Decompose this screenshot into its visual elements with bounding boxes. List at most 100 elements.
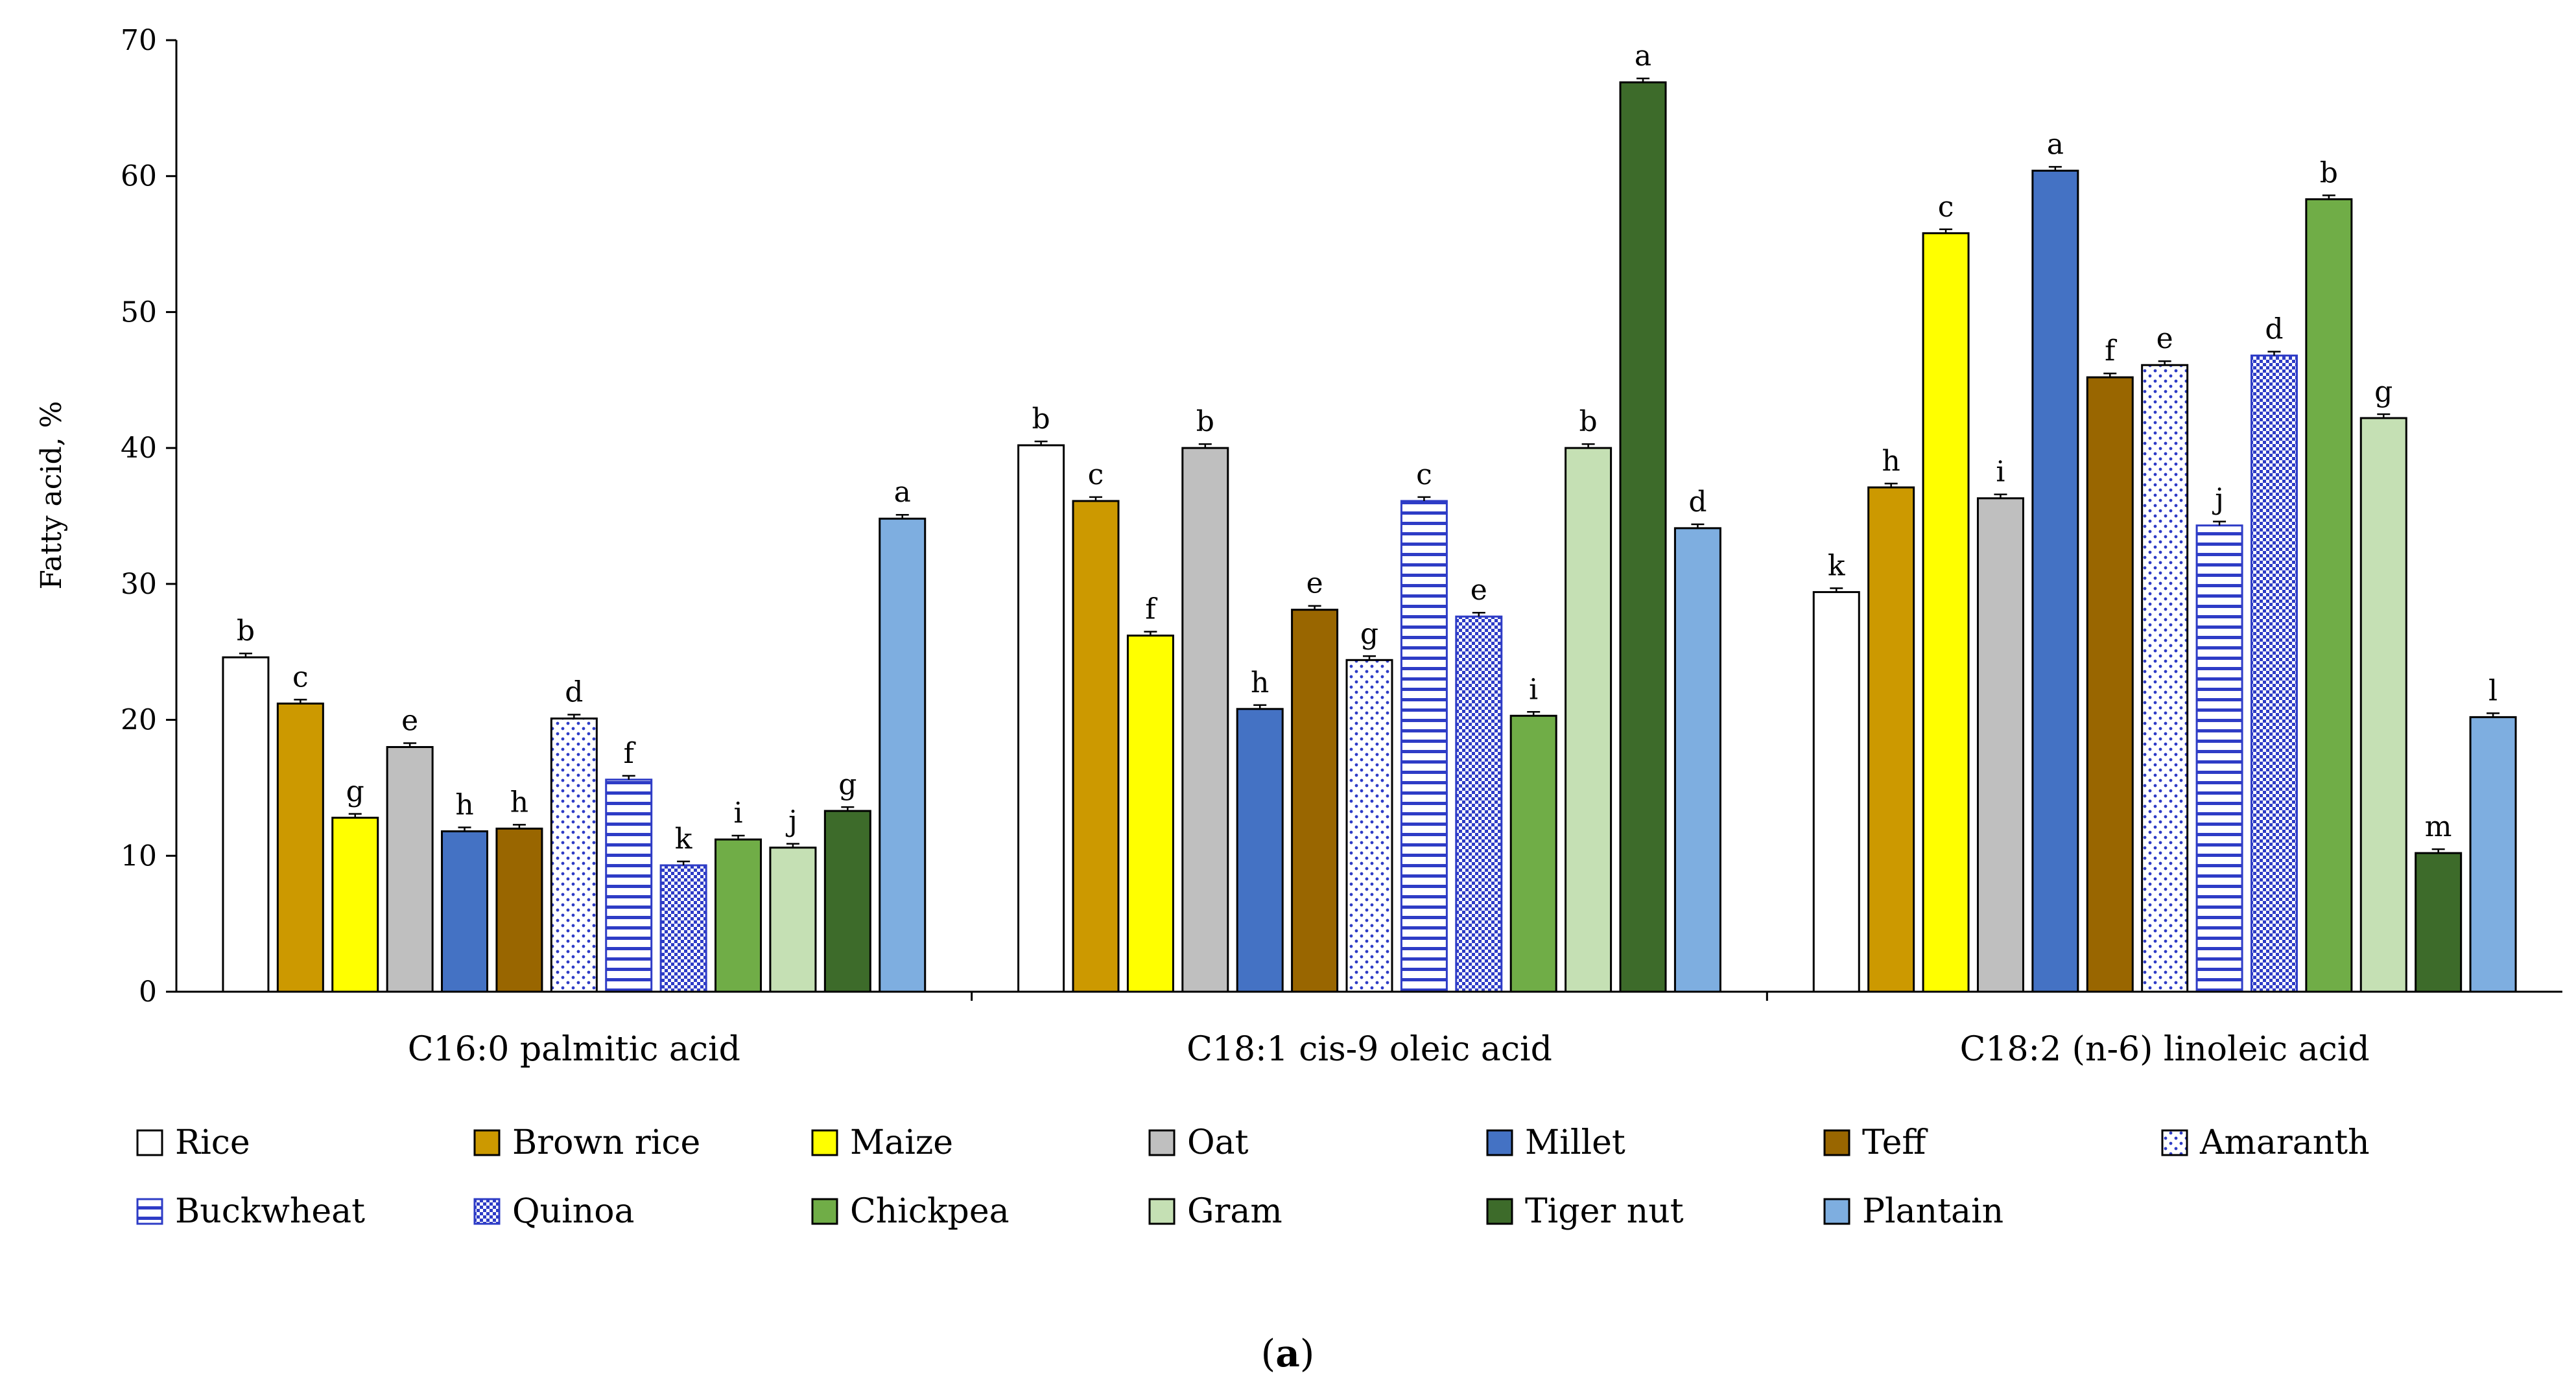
legend-swatch [1486, 1129, 1513, 1156]
bar [2086, 376, 2134, 993]
bar [1619, 81, 1667, 993]
x-category-label: C18:1 cis-9 oleic acid [1187, 1030, 1552, 1069]
significance-letter: d [565, 675, 583, 708]
legend-swatch [136, 1129, 163, 1156]
bar [2141, 364, 2189, 993]
caption-open-paren: ( [1261, 1331, 1276, 1375]
legend-label: Millet [1525, 1123, 1625, 1162]
significance-letter: c [1938, 191, 1954, 224]
significance-letter: d [1688, 485, 1707, 519]
significance-letter: j [2212, 483, 2224, 516]
y-tick-label: 40 [121, 432, 157, 465]
legend-swatch [473, 1129, 501, 1156]
legend-swatch [1148, 1129, 1176, 1156]
legend-label: Buckwheat [175, 1192, 365, 1231]
bar [2305, 198, 2353, 993]
y-tick-label: 70 [121, 24, 157, 57]
legend-swatch [1823, 1198, 1850, 1225]
significance-letter: f [1145, 593, 1157, 626]
bar [1345, 659, 1393, 993]
bar [823, 810, 871, 993]
bar [1922, 232, 1970, 993]
legend-swatch [1823, 1129, 1850, 1156]
axes [175, 40, 2562, 993]
bar [386, 746, 434, 993]
legend-label: Chickpea [850, 1192, 1010, 1231]
significance-letter: c [1088, 458, 1104, 491]
significance-letter: h [455, 789, 473, 822]
bar [495, 827, 543, 993]
significance-letter: b [1032, 403, 1050, 436]
figure-caption: (a) [1261, 1331, 1315, 1375]
bar [1867, 486, 1915, 993]
legend-label: Brown rice [512, 1123, 700, 1162]
significance-letter: f [624, 737, 636, 770]
bar [1509, 714, 1557, 993]
bar [331, 817, 379, 993]
significance-letter: e [2157, 322, 2173, 355]
x-category-label: C18:2 (n-6) linoleic acid [1960, 1030, 2370, 1069]
y-tick-label: 60 [121, 160, 157, 193]
significance-letter: j [785, 805, 798, 838]
bar [1017, 444, 1065, 993]
significance-letter: g [346, 775, 364, 808]
y-axis-ticks: 0 10 20 30 40 50 60 70 [121, 24, 176, 1009]
legend-swatch [1148, 1198, 1176, 1225]
legend-label: Maize [850, 1123, 953, 1162]
bar [2031, 169, 2079, 993]
y-axis-title: Fatty acid, % [35, 401, 68, 590]
bar [1455, 615, 1503, 993]
significance-letter: b [1579, 405, 1598, 438]
y-tick-label: 10 [121, 839, 157, 872]
y-tick-label: 50 [121, 296, 157, 329]
bar [1072, 500, 1120, 993]
bar [1400, 500, 1448, 993]
significance-letter: f [2105, 334, 2117, 368]
bar [2250, 355, 2298, 993]
bar [2195, 524, 2243, 993]
bar [441, 830, 489, 993]
legend-label: Teff [1862, 1123, 1928, 1162]
legend-label: Quinoa [512, 1192, 635, 1231]
significance-letter: a [894, 476, 911, 509]
significance-letter: i [1996, 456, 2005, 489]
significance-letter: e [401, 705, 418, 738]
significance-letter: a [1635, 40, 1651, 73]
bar [1565, 447, 1613, 993]
legend-label: Oat [1187, 1123, 1249, 1162]
bar-series-group: b c g e h h d f k i j g a b c f b h e g c e i b a d k h c i a f e j d b g m l [222, 40, 2517, 993]
x-category-label: C16:0 palmitic acid [408, 1030, 740, 1069]
bar [1673, 527, 1721, 993]
significance-letter: m [2425, 810, 2452, 843]
significance-letter: g [1360, 617, 1378, 650]
legend-swatch [1486, 1198, 1513, 1225]
y-tick-label: 30 [121, 568, 157, 601]
significance-letter: i [1529, 673, 1538, 706]
significance-letter: i [733, 797, 742, 830]
legend-label: Amaranth [2199, 1123, 2370, 1162]
bar [276, 702, 324, 993]
significance-letter: b [1196, 405, 1214, 438]
bar [1976, 497, 2024, 993]
legend-swatch [2161, 1129, 2188, 1156]
legend-swatch [473, 1198, 501, 1225]
legend-label: Tiger nut [1525, 1192, 1684, 1231]
bar [2359, 417, 2407, 993]
bar [879, 517, 927, 993]
y-tick-label: 0 [139, 976, 157, 1009]
significance-letter: k [675, 823, 692, 856]
bar [605, 778, 653, 993]
bar [2469, 716, 2517, 993]
bar [2415, 852, 2463, 993]
significance-letter: h [510, 786, 528, 819]
bar [1236, 708, 1284, 993]
x-axis-category-labels: C16:0 palmitic acid C18:1 cis-9 oleic aci… [408, 992, 2370, 1069]
significance-letter: e [1471, 574, 1487, 607]
significance-letter: l [2488, 674, 2498, 707]
significance-letter: k [1828, 549, 1845, 582]
legend: Rice Brown rice Maize Oat Millet Teff Amaranth… [136, 1123, 2370, 1231]
significance-letter: h [1251, 666, 1269, 699]
bar [1181, 447, 1229, 993]
bar [1812, 590, 1860, 993]
